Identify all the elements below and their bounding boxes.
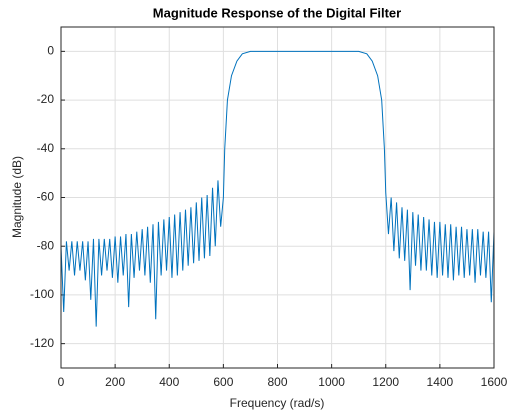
x-tick-label: 600 (213, 375, 233, 389)
x-tick-label: 1400 (427, 375, 454, 389)
x-tick-label: 200 (105, 375, 125, 389)
y-tick-label: -120 (30, 336, 54, 350)
x-tick-label: 1000 (318, 375, 345, 389)
chart-title: Magnitude Response of the Digital Filter (153, 5, 401, 20)
x-tick-label: 0 (58, 375, 65, 389)
x-tick-label: 800 (267, 375, 287, 389)
y-tick-label: -60 (37, 190, 55, 204)
y-tick-label: 0 (47, 44, 54, 58)
data-line (60, 50, 495, 327)
y-axis-label: Magnitude (dB) (10, 156, 24, 238)
y-tick-label: -20 (37, 92, 55, 106)
y-tick-label: -40 (37, 141, 55, 155)
x-tick-label: 1200 (372, 375, 399, 389)
x-tick-label: 1600 (481, 375, 508, 389)
y-tick-label: -80 (37, 238, 55, 252)
x-axis-label: Frequency (rad/s) (230, 396, 325, 410)
y-tick-label: -100 (30, 287, 54, 301)
plot-frame (60, 26, 495, 369)
x-tick-label: 400 (159, 375, 179, 389)
